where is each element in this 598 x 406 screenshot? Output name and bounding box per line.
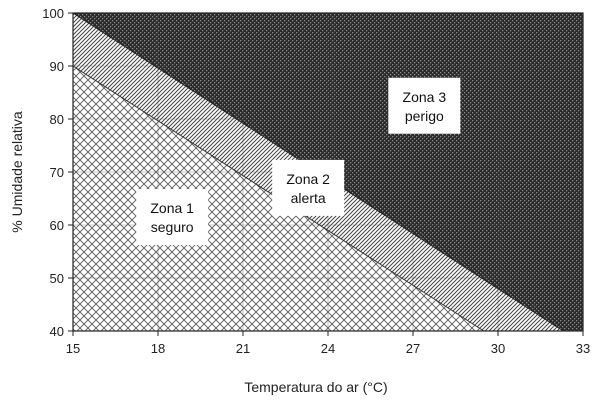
y-tick-label: 60	[50, 218, 64, 233]
zone-label-box	[136, 189, 209, 246]
y-tick-label: 80	[50, 112, 64, 127]
y-tick-label: 70	[50, 165, 64, 180]
zone-2-label: Zona 2 alerta	[272, 159, 345, 216]
zone-label-title: Zona 3	[403, 89, 447, 105]
zone-label-status: perigo	[405, 108, 444, 124]
x-tick-label: 15	[66, 341, 80, 356]
x-tick-label: 24	[321, 341, 335, 356]
zone-3-label: Zona 3 perigo	[388, 77, 461, 134]
x-tick-label: 33	[576, 341, 590, 356]
x-tick-label: 27	[406, 341, 420, 356]
x-tick-label: 30	[491, 341, 505, 356]
zone-label-status: alerta	[291, 190, 326, 206]
y-tick-label: 90	[50, 59, 64, 74]
y-tick-label: 100	[42, 6, 64, 21]
y-axis-ticks: 40 50 60 70 80 90 100	[42, 6, 73, 339]
zone-labels-layer: Zona 1 seguro Zona 2 alerta Zona 3 perigo	[136, 77, 461, 246]
x-axis-title: Temperatura do ar (°C)	[244, 379, 387, 395]
zone-1-label: Zona 1 seguro	[136, 189, 209, 246]
x-tick-label: 18	[151, 341, 165, 356]
zone-label-title: Zona 2	[286, 171, 330, 187]
zone-label-box	[388, 77, 461, 134]
zone-label-box	[272, 159, 345, 216]
zone-label-status: seguro	[151, 219, 194, 235]
y-tick-label: 40	[50, 324, 64, 339]
x-tick-label: 21	[236, 341, 250, 356]
x-axis-ticks: 15 18 21 24 27 30 33	[66, 331, 590, 356]
y-tick-label: 50	[50, 271, 64, 286]
y-axis-title: % Umidade relativa	[9, 111, 25, 233]
zone-label-title: Zona 1	[150, 200, 194, 216]
